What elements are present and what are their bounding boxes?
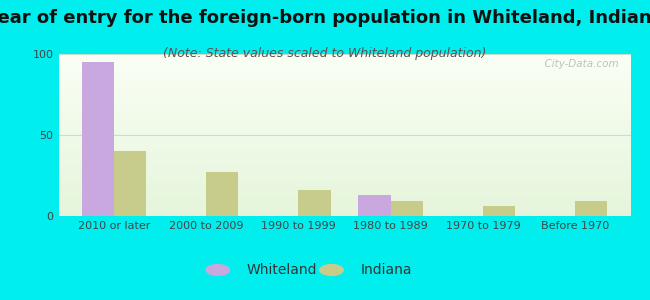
Text: Indiana: Indiana: [361, 263, 412, 277]
Bar: [391, 201, 423, 216]
Bar: [358, 195, 391, 216]
Bar: [483, 206, 515, 216]
Text: City-Data.com: City-Data.com: [538, 59, 619, 69]
Bar: [206, 172, 239, 216]
Bar: [114, 151, 146, 216]
Text: Whiteland: Whiteland: [247, 263, 317, 277]
Text: (Note: State values scaled to Whiteland population): (Note: State values scaled to Whiteland …: [163, 46, 487, 59]
Bar: [298, 190, 331, 216]
Bar: [81, 62, 114, 216]
Bar: [575, 201, 608, 216]
Text: Year of entry for the foreign-born population in Whiteland, Indiana: Year of entry for the foreign-born popul…: [0, 9, 650, 27]
